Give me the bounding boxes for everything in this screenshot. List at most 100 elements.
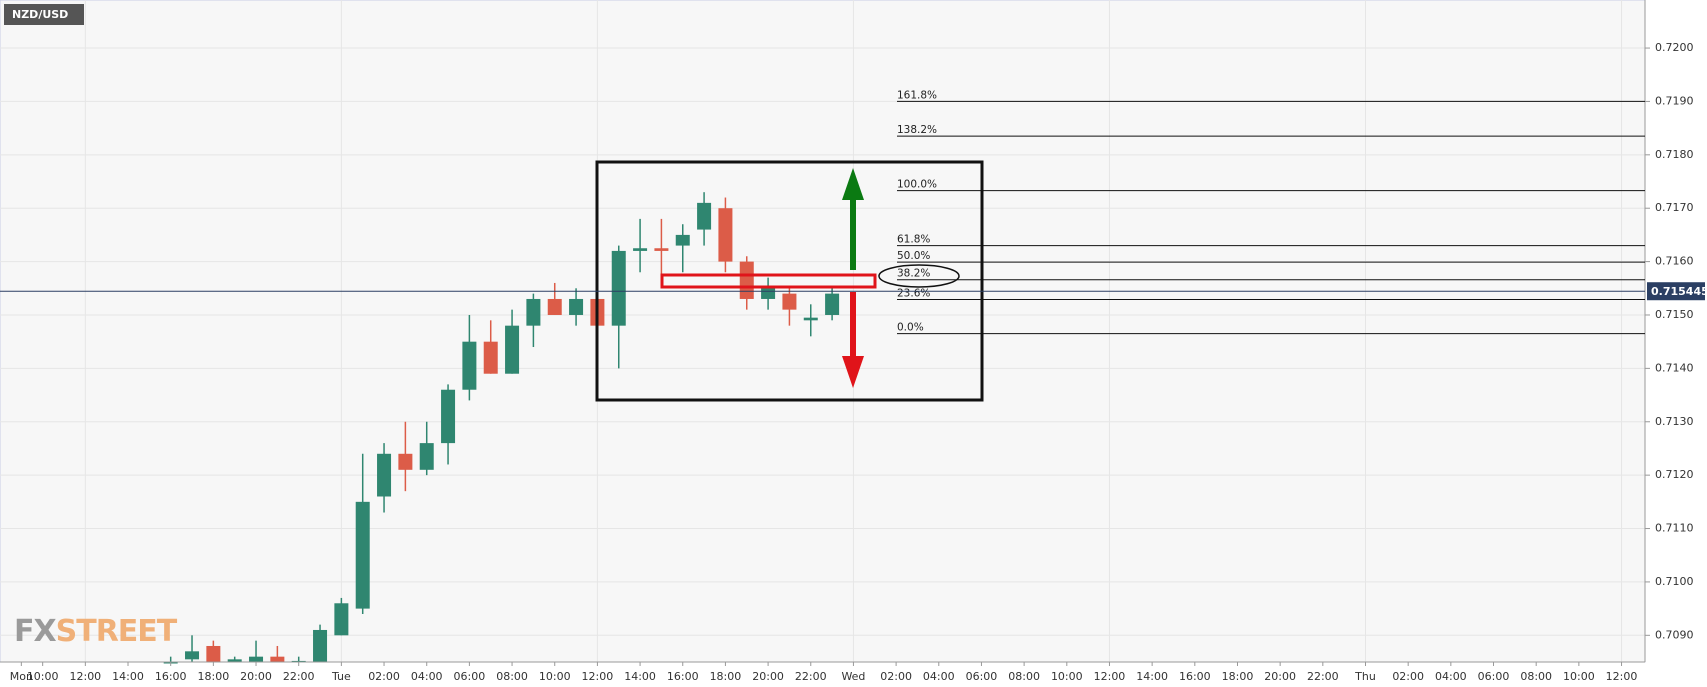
candle-body [441, 389, 456, 444]
zone-box [660, 273, 877, 289]
grid [0, 0, 1645, 662]
candle-body [633, 248, 648, 251]
candle-body [654, 248, 669, 251]
candle-body [483, 341, 498, 374]
y-tick-label: 0.7170 [1655, 201, 1694, 214]
candle-body [270, 656, 285, 662]
candle-body [569, 298, 584, 315]
x-tick-label: 06:00 [966, 670, 998, 683]
range-box [595, 160, 984, 402]
chart-title: NZD/USD [12, 8, 68, 21]
y-tick-label: 0.7180 [1655, 148, 1694, 161]
candle-body [611, 250, 626, 326]
candle-body [697, 202, 712, 230]
x-tick-label: 08:00 [496, 670, 528, 683]
candle-body [419, 443, 434, 470]
candle-body [313, 629, 328, 662]
fib-label: 161.8% [897, 89, 937, 101]
candle-body [227, 659, 242, 662]
x-tick-label: 14:00 [624, 670, 656, 683]
candle-body [334, 603, 349, 636]
x-tick-label: Wed [841, 670, 865, 683]
x-tick-label: Tue [331, 670, 351, 683]
x-tick-label: 02:00 [368, 670, 400, 683]
candle-body [185, 651, 200, 660]
fib-label: 100.0% [897, 179, 937, 191]
x-tick-label: 02:00 [880, 670, 912, 683]
candle-body [718, 208, 733, 262]
x-tick-label: 02:00 [1392, 670, 1424, 683]
x-tick-label: 10:00 [1051, 670, 1083, 683]
watermark: FXSTREET [14, 614, 178, 649]
x-tick-label: 14:00 [1136, 670, 1168, 683]
candle-body [462, 341, 477, 390]
y-tick-label: 0.7130 [1655, 415, 1694, 428]
candle-body [739, 261, 754, 299]
x-tick-label: 16:00 [667, 670, 699, 683]
x-tick-label: 10:00 [539, 670, 571, 683]
last-price-box [1647, 282, 1705, 301]
y-tick-label: 0.7200 [1655, 41, 1694, 54]
x-tick-label: 08:00 [1008, 670, 1040, 683]
y-tick-label: 0.7120 [1655, 468, 1694, 481]
candle-body [782, 293, 797, 310]
y-tick-label: 0.7100 [1655, 575, 1694, 588]
candle-body [398, 453, 413, 470]
candle-body [249, 656, 264, 662]
x-tick-label: 16:00 [155, 670, 187, 683]
up-arrow-head [842, 168, 864, 200]
x-tick-label: 12:00 [1606, 670, 1638, 683]
x-tick-label: 16:00 [1179, 670, 1211, 683]
x-tick-label: 18:00 [1222, 670, 1254, 683]
y-tick-label: 0.7150 [1655, 308, 1694, 321]
y-tick-label: 0.7110 [1655, 522, 1694, 535]
candle-body [377, 453, 392, 497]
candle-body [761, 288, 776, 299]
fib-label: 138.2% [897, 124, 937, 136]
x-tick-label: 10:00 [1563, 670, 1595, 683]
watermark-prefix: FX [14, 614, 56, 649]
x-tick-label: 18:00 [198, 670, 230, 683]
marks [163, 192, 840, 664]
candle-body [547, 298, 562, 315]
fib-label: 0.0% [897, 322, 924, 334]
x-tick-label: 22:00 [283, 670, 315, 683]
x-tick-label: 20:00 [752, 670, 784, 683]
x-tick-label: 08:00 [1520, 670, 1552, 683]
fib-label: 50.0% [897, 250, 930, 262]
x-tick-label: 04:00 [1435, 670, 1467, 683]
x-tick-label: 12:00 [1094, 670, 1126, 683]
fib-label: 38.2% [897, 268, 930, 280]
title-box [4, 4, 84, 25]
candle-body [355, 501, 370, 609]
candle-body [803, 317, 818, 321]
x-tick-label: 12:00 [69, 670, 101, 683]
x-tick-label: 06:00 [454, 670, 486, 683]
y-tick-label: 0.7190 [1655, 94, 1694, 107]
x-tick-label: 04:00 [923, 670, 955, 683]
x-tick-label: 20:00 [240, 670, 272, 683]
x-tick-label: 04:00 [411, 670, 443, 683]
candle-body [526, 298, 541, 326]
x-tick-label: 10:00 [27, 670, 59, 683]
x-tick-label: 06:00 [1478, 670, 1510, 683]
x-tick-label: Mon [10, 670, 33, 683]
y-tick-label: 0.7140 [1655, 361, 1694, 374]
watermark-suffix: STREET [56, 614, 178, 649]
last-price-label: 0.715445 [1651, 285, 1707, 298]
y-tick-label: 0.7160 [1655, 255, 1694, 268]
x-tick-label: 22:00 [1307, 670, 1339, 683]
x-tick-label: Thu [1354, 670, 1376, 683]
candle-body [505, 325, 520, 374]
x-tick-label: 18:00 [710, 670, 742, 683]
candle-body [206, 645, 221, 662]
fib-label: 61.8% [897, 234, 930, 246]
down-arrow-head [842, 356, 864, 388]
x-tick-label: 14:00 [112, 670, 144, 683]
x-tick-label: 12:00 [582, 670, 614, 683]
candle-body [825, 293, 840, 315]
highlight-ellipse [878, 264, 960, 288]
plot-area [0, 0, 1646, 663]
